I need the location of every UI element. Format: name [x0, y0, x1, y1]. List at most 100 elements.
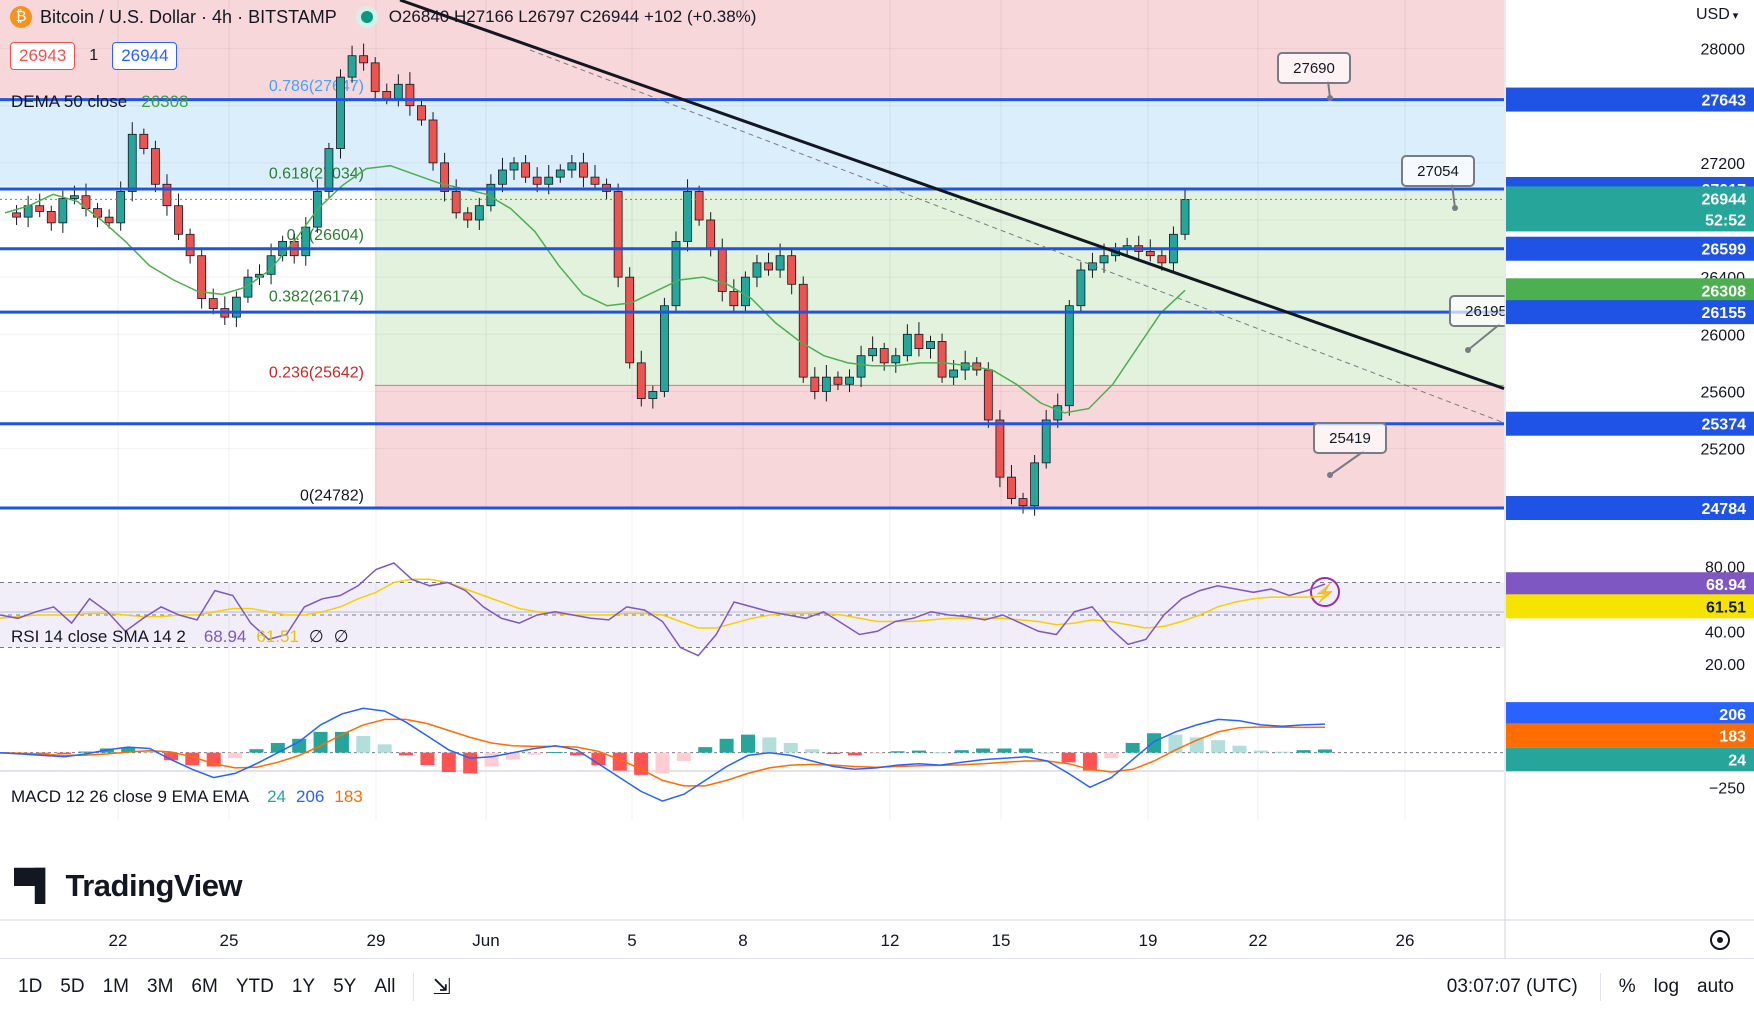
candle-body — [162, 183, 172, 207]
range-1d[interactable]: 1D — [18, 976, 43, 997]
macd-histogram-bar — [570, 752, 585, 756]
macd-histogram-bar — [484, 752, 499, 767]
range-6m[interactable]: 6M — [191, 976, 218, 997]
macd-label: MACD 12 26 close 9 EMA EMA — [11, 787, 250, 806]
buy-price-button[interactable]: 26944 — [112, 42, 178, 70]
range-ytd[interactable]: YTD — [235, 976, 274, 997]
candle-body — [451, 191, 461, 214]
macd-histogram-bar — [313, 731, 328, 753]
candle-body — [833, 376, 843, 385]
price-tag-label: 27643 — [1702, 93, 1747, 110]
range-5y[interactable]: 5Y — [333, 976, 357, 997]
dema-legend[interactable]: DEMA 50 close 26308 — [11, 92, 189, 112]
macd-histogram-bar — [634, 752, 649, 775]
macd-histogram-bar — [377, 744, 392, 753]
candle-body — [509, 162, 519, 171]
candle-body — [856, 355, 866, 378]
macd-histogram-bar — [1104, 752, 1119, 759]
macd-histogram-bar — [527, 752, 542, 755]
candle-body — [1053, 405, 1063, 421]
candle-body — [1030, 462, 1040, 507]
macd-histogram-bar — [1040, 752, 1055, 754]
currency-selector[interactable]: USD ▾ — [1696, 6, 1738, 24]
macd-histogram-bar — [35, 752, 50, 754]
alert-bolt-icon — [1310, 577, 1340, 607]
percent-scale-toggle[interactable]: % — [1618, 976, 1636, 997]
macd-histogram-bar — [1318, 749, 1332, 753]
macd-histogram-bar — [911, 750, 926, 753]
candle-body — [787, 255, 797, 285]
candle-body — [821, 376, 831, 392]
price-tag-line — [1506, 87, 1754, 112]
candle-body — [590, 176, 600, 185]
range-1y[interactable]: 1Y — [291, 976, 316, 997]
macd-tick-label: −250 — [1709, 780, 1745, 797]
candle-body — [983, 369, 993, 421]
price-tag-timer — [1506, 207, 1754, 232]
range-all[interactable]: All — [374, 976, 396, 997]
macd-histogram-bar — [762, 737, 777, 753]
range-5d[interactable]: 5D — [60, 976, 85, 997]
callout-anchor — [1327, 95, 1333, 101]
candle-body — [740, 276, 750, 307]
candle-body — [417, 105, 426, 121]
macd-histogram-bar — [1147, 733, 1162, 753]
candle-body — [752, 262, 762, 278]
price-tick-label: 25600 — [1701, 384, 1746, 401]
macd-histogram-bar — [399, 752, 414, 756]
rsi-tick-label: 80.00 — [1705, 559, 1745, 576]
macd-histogram-bar — [719, 738, 734, 753]
macd-histogram-bar — [1125, 742, 1140, 753]
fib-label: 0.236(25642) — [269, 364, 364, 381]
rsi-value-tag-label: 61.51 — [1706, 599, 1746, 616]
sell-price-button[interactable]: 26943 — [10, 42, 76, 70]
candle-body — [185, 233, 195, 257]
symbol-title: Bitcoin / U.S. Dollar · 4h · BITSTAMP — [40, 6, 337, 27]
rsi-legend[interactable]: RSI 14 close SMA 14 2 68.94 61.51 ∅ ∅ — [11, 627, 349, 647]
candle-body — [116, 191, 126, 224]
candle-body — [717, 248, 727, 292]
toolbar-divider-2 — [1599, 973, 1601, 1001]
candle-body — [336, 76, 345, 149]
dema-line — [4, 164, 1186, 414]
candle-body — [729, 291, 739, 307]
trading-chart[interactable]: 0(24782)0.236(25642)0.382(26174)0.5(2660… — [0, 0, 1754, 958]
candle-body — [35, 205, 45, 212]
candle-body — [926, 341, 935, 349]
auto-scale-toggle[interactable]: auto — [1697, 976, 1734, 997]
rsi-label: RSI 14 close SMA 14 2 — [11, 627, 186, 646]
candle-body — [683, 191, 692, 242]
macd-histogram-bar — [847, 752, 862, 756]
candle-body — [810, 376, 820, 392]
macd-histogram-bar — [249, 749, 264, 753]
rsi-line — [0, 562, 1326, 657]
macd-histogram-bar — [740, 734, 755, 753]
range-3m[interactable]: 3M — [147, 976, 174, 997]
price-tag-line — [1506, 236, 1754, 261]
callout-anchor — [1327, 472, 1333, 478]
tradingview-logo[interactable]: ▀▌ TradingView — [14, 868, 243, 904]
clock-time[interactable]: 03:07:07 (UTC) — [1446, 976, 1578, 997]
callout-pointer — [1329, 450, 1365, 476]
log-scale-toggle[interactable]: log — [1653, 976, 1680, 997]
macd-legend[interactable]: MACD 12 26 close 9 EMA EMA 24 206 183 — [11, 787, 363, 807]
macd-histogram-bar — [1296, 750, 1311, 753]
macd-histogram-bar — [505, 752, 520, 760]
settings-gear-icon — [1710, 930, 1730, 950]
price-axis-bg — [1505, 0, 1754, 958]
candle-body — [474, 205, 484, 221]
time-tick-label: 12 — [881, 931, 900, 950]
rsi-value: 68.94 — [203, 627, 247, 646]
candle-body — [949, 369, 959, 378]
candle-body — [706, 219, 716, 249]
macd-histogram-bar — [1061, 752, 1076, 763]
callout-label: 27690 — [1293, 60, 1335, 77]
candle-body — [521, 162, 530, 178]
goto-date-icon[interactable]: ⇲ — [432, 974, 451, 999]
candle-body — [1018, 498, 1028, 507]
callout-label: 25419 — [1329, 430, 1371, 447]
macd-histogram-bar — [1275, 751, 1290, 753]
candle-body — [798, 283, 808, 378]
range-1m[interactable]: 1M — [102, 976, 129, 997]
macd-histogram-bar — [655, 752, 670, 774]
